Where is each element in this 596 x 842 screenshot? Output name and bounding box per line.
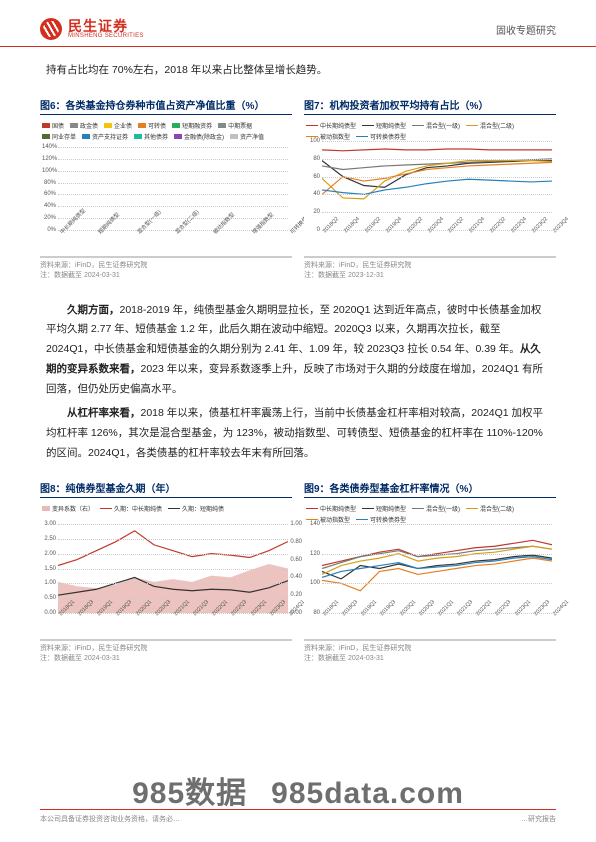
chart9-xlabels: 2018Q12018Q32019Q12019Q32020Q12020Q32021… [322, 613, 552, 639]
charts-row-1: 图6：各类基金持仓券种市值占资产净值比重（%） 国债政金债企业债可转债短期融资券… [0, 95, 596, 281]
company-name-en: MINSHENG SECURITIES [68, 33, 144, 39]
page-header: 民生证券 MINSHENG SECURITIES 固收专题研究 [0, 0, 596, 47]
chart8-plot: 0.000.501.001.502.002.503.000.000.200.40… [58, 524, 288, 613]
chart7-title: 图7：机构投资者加权平均持有占比（%） [304, 95, 556, 115]
charts-row-2: 图8：纯债券型基金久期（年） 变异系数（右）久期：中长期纯债久期：短期纯债 0.… [0, 478, 596, 664]
logo-icon [40, 18, 62, 40]
watermark: 985数据985data.com [0, 768, 596, 812]
chart6-plot: 0%20%40%60%80%100%120%140% [58, 147, 288, 230]
paragraph-leverage: 从杠杆率来看，2018 年以来，债基杠杆率震荡上行，当前中长债基金杠杆率相对较高… [46, 404, 550, 464]
chart9-plot: 80100120140 [322, 524, 552, 613]
middle-text: 久期方面，2018-2019 年，纯债型基金久期明显拉长，至 2020Q1 达到… [0, 287, 596, 479]
chart8-box: 图8：纯债券型基金久期（年） 变异系数（右）久期：中长期纯债久期：短期纯债 0.… [40, 478, 292, 664]
section-title: 固收专题研究 [496, 22, 556, 37]
chart6-title: 图6：各类基金持仓券种市值占资产净值比重（%） [40, 95, 292, 115]
chart8-legend: 变异系数（右）久期：中长期纯债久期：短期纯债 [40, 502, 292, 517]
chart6-area: 国债政金债企业债可转债短期融资券中期票据同业存单资产支持证券其他债券金融债(除政… [40, 119, 292, 257]
chart8-title: 图8：纯债券型基金久期（年） [40, 478, 292, 498]
page-footer: 本公司具备证券投资咨询业务资格，请务必… …研究报告 [40, 809, 556, 824]
paragraph-duration: 久期方面，2018-2019 年，纯债型基金久期明显拉长，至 2020Q1 达到… [46, 301, 550, 401]
chart8-area: 变异系数（右）久期：中长期纯债久期：短期纯债 0.000.501.001.502… [40, 502, 292, 640]
chart7-box: 图7：机构投资者加权平均持有占比（%） 中长期纯债型短期纯债型混合型(一级)混合… [304, 95, 556, 281]
chart9-footer: 资料来源：iFinD，民生证券研究院 注：数据截至 2024-03-31 [304, 640, 556, 664]
chart7-area: 中长期纯债型短期纯债型混合型(一级)混合型(二级)被动指数型可转换债券型 020… [304, 119, 556, 257]
chart6-footer: 资料来源：iFinD，民生证券研究院 注：数据截至 2024-03-31 [40, 257, 292, 281]
chart7-footer: 资料来源：iFinD，民生证券研究院 注：数据截至 2023-12-31 [304, 257, 556, 281]
chart9-title: 图9：各类债券型基金杠杆率情况（%） [304, 478, 556, 498]
chart9-box: 图9：各类债券型基金杠杆率情况（%） 中长期纯债型短期纯债型混合型(一级)混合型… [304, 478, 556, 664]
chart6-box: 图6：各类基金持仓券种市值占资产净值比重（%） 国债政金债企业债可转债短期融资券… [40, 95, 292, 281]
chart8-footer: 资料来源：iFinD，民生证券研究院 注：数据截至 2024-03-31 [40, 640, 292, 664]
company-logo: 民生证券 MINSHENG SECURITIES [40, 18, 144, 40]
company-name-cn: 民生证券 [68, 19, 144, 33]
chart9-area: 中长期纯债型短期纯债型混合型(一级)混合型(二级)被动指数型可转换债券型 801… [304, 502, 556, 640]
chart6-legend: 国债政金债企业债可转债短期融资券中期票据同业存单资产支持证券其他债券金融债(除政… [40, 119, 292, 145]
intro-paragraph: 持有占比均在 70%左右，2018 年以来占比整体呈增长趋势。 [0, 47, 596, 95]
chart7-xlabels: 2018Q22018Q42019Q22019Q42020Q22020Q42021… [322, 230, 552, 256]
chart6-xlabels: 中长期纯债型短期纯债型混合型(一级)混合型(二级)被动指数型增强指数型可转换债券… [58, 230, 288, 256]
chart8-xlabels: 2018Q12018Q32019Q12019Q32020Q12020Q32021… [58, 613, 288, 639]
